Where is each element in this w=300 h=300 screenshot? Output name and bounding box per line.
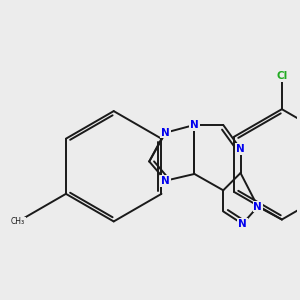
- Text: N: N: [190, 120, 199, 130]
- Text: Cl: Cl: [276, 71, 287, 81]
- Text: N: N: [236, 144, 245, 154]
- Text: CH₃: CH₃: [11, 217, 25, 226]
- Text: N: N: [254, 202, 262, 212]
- Text: N: N: [238, 219, 247, 229]
- Text: N: N: [161, 128, 170, 138]
- Text: N: N: [161, 176, 170, 186]
